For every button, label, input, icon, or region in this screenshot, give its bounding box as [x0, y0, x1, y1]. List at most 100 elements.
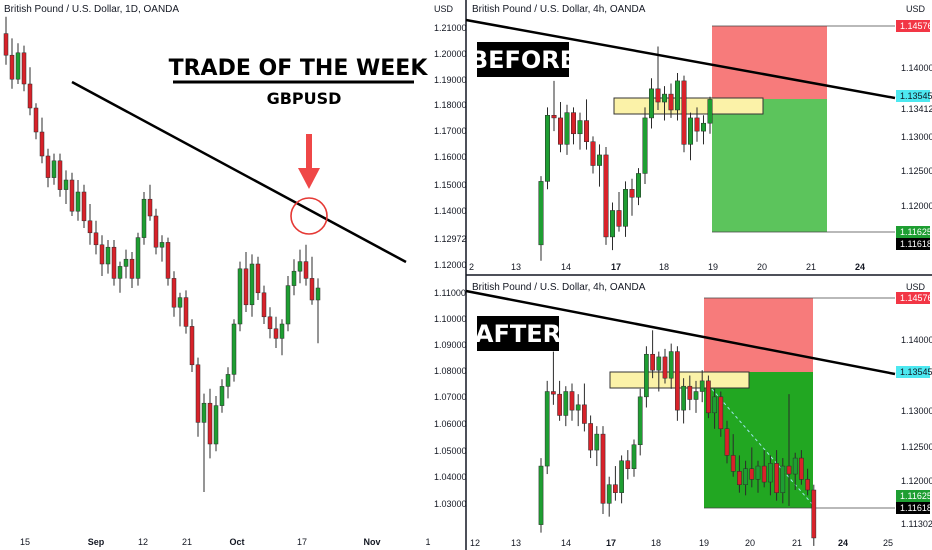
before-y-tick: 1.15000 — [434, 180, 467, 190]
after-candle-body — [600, 433, 606, 504]
daily-candle-body — [201, 402, 207, 423]
before-currency-right: USD — [906, 4, 926, 14]
before-candle-body — [545, 115, 550, 182]
after-y-tick: 1.05000 — [434, 446, 467, 456]
before-candle-body — [707, 99, 713, 124]
after-candle-body — [675, 351, 680, 411]
daily-candle-body — [39, 131, 45, 157]
before-candle-body — [538, 181, 544, 246]
after-candle-body — [737, 471, 742, 485]
down-arrow-shaft — [306, 134, 312, 170]
daily-candle-body — [51, 160, 57, 178]
after-label: AFTER — [475, 320, 561, 348]
after-candles — [538, 330, 817, 546]
daily-candle-body — [219, 386, 225, 406]
daily-candle-body — [303, 261, 309, 279]
daily-candle-body — [183, 297, 189, 327]
after-x-tick: 13 — [511, 538, 521, 548]
after-y-tick: 1.06000 — [434, 419, 467, 429]
before-y-tick: 1.12972 — [434, 234, 467, 244]
before-candle-body — [584, 120, 589, 142]
after-candle-body — [693, 391, 699, 400]
after-price-tag — [896, 366, 930, 378]
daily-candle-body — [165, 242, 171, 279]
after-candle-body — [588, 423, 593, 451]
daily-candle-body — [45, 155, 51, 178]
after-candle-body — [706, 380, 711, 414]
before-price-tag — [896, 90, 930, 102]
before-x-tick: 13 — [511, 262, 521, 272]
highlight-circle — [290, 197, 328, 235]
before-x-tick: 24 — [855, 262, 865, 272]
daily-candle-body — [177, 297, 183, 308]
daily-x-axis: 15 Sep 12 21 Oct 17 Nov 1 — [20, 537, 431, 547]
daily-trendline — [71, 80, 407, 264]
after-x-tick: 14 — [561, 538, 571, 548]
after-candle-body — [569, 391, 575, 411]
before-right-tick: 1.12500 — [901, 166, 932, 176]
after-right-tick: 1.14000 — [901, 335, 932, 345]
before-candle-body — [590, 141, 596, 166]
after-stop-tag-text: 1.14576 — [900, 293, 932, 303]
after-y-tick: 1.08000 — [434, 366, 467, 376]
after-y-tick: 1.09000 — [434, 340, 467, 350]
daily-candle-body — [111, 246, 117, 279]
after-candle-body — [811, 489, 817, 539]
before-candle-body — [577, 120, 583, 135]
before-candle-body — [642, 117, 648, 174]
after-candle-body — [662, 356, 668, 379]
before-candle-body — [694, 117, 700, 132]
before-x-tick: 2 — [469, 262, 474, 272]
daily-x-tick: Sep — [88, 537, 105, 547]
after-left-axis: 1.11000 1.10000 1.09000 1.08000 1.07000 … — [434, 288, 467, 509]
before-x-axis: 2 13 14 17 18 19 20 21 24 — [469, 262, 865, 272]
after-candle-body — [712, 396, 717, 414]
after-candle-body — [774, 463, 779, 493]
before-y-tick: 1.20000 — [434, 49, 467, 59]
before-candle-body — [564, 112, 570, 145]
after-candle-body — [575, 404, 581, 411]
before-y-tick: 1.17000 — [434, 126, 467, 136]
daily-candle-body — [9, 54, 15, 80]
daily-x-tick: 17 — [297, 537, 307, 547]
before-y-tick: 1.14000 — [434, 206, 467, 216]
after-candle-body — [749, 468, 755, 480]
daily-candle-body — [171, 278, 177, 308]
after-candle-body — [650, 353, 655, 371]
before-candle-body — [603, 154, 609, 238]
after-candle-body — [718, 396, 724, 430]
after-candle-body — [538, 465, 544, 525]
after-candle-body — [724, 428, 730, 456]
before-candle-body — [551, 115, 557, 119]
after-x-tick: 20 — [745, 538, 755, 548]
daily-candle-body — [231, 323, 237, 375]
after-candle-body — [631, 444, 637, 469]
after-candle-body — [687, 385, 693, 400]
before-y-tick: 1.16000 — [434, 152, 467, 162]
daily-candle-body — [105, 246, 111, 265]
daily-candle-body — [81, 191, 87, 222]
before-chart: British Pound / U.S. Dollar, 4h, OANDA U… — [434, 4, 932, 272]
after-y-tick: 1.11000 — [434, 288, 466, 298]
before-candle-body — [571, 112, 576, 135]
after-x-tick: 17 — [606, 538, 616, 548]
before-trendline — [465, 18, 896, 100]
before-candle-body — [701, 122, 706, 132]
before-stop-tag-text: 1.14576 — [900, 21, 932, 31]
before-candle-body — [681, 80, 687, 145]
before-stop-zone — [712, 26, 827, 99]
daily-candle-body — [87, 220, 93, 234]
after-currency-right: USD — [906, 282, 926, 292]
after-candle-body — [563, 391, 569, 416]
daily-candle-body — [129, 258, 135, 279]
after-candle-body — [557, 393, 562, 416]
before-candle-body — [616, 210, 622, 227]
after-last-tag — [896, 502, 930, 514]
after-label-box — [477, 316, 559, 351]
after-candle-body — [699, 380, 705, 392]
before-price-tags: 1.14576 1.13545 1.11625 1.11618 — [896, 20, 932, 250]
daily-candle-body — [33, 107, 39, 133]
before-candle-body — [558, 117, 563, 145]
daily-candle-body — [291, 270, 297, 286]
